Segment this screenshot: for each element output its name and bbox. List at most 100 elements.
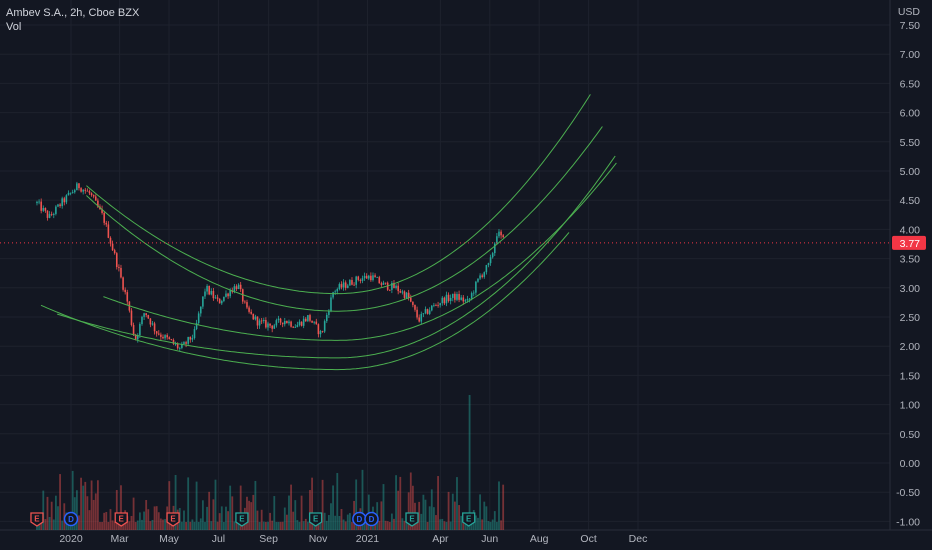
candle-body (437, 305, 439, 306)
candle-body (321, 331, 324, 332)
volume-bar (38, 521, 40, 530)
earnings-marker-letter: E (239, 515, 245, 524)
earnings-marker-icon[interactable]: E (166, 512, 180, 527)
candle-body (174, 343, 177, 345)
channel-line[interactable] (57, 155, 616, 359)
x-tick-label: Aug (530, 533, 549, 545)
channel-line[interactable] (40, 232, 570, 371)
channel-lines[interactable] (40, 94, 617, 371)
volume-bar (155, 506, 158, 530)
volume-bar (59, 474, 61, 530)
candle-body (464, 300, 467, 302)
volume-bar (147, 509, 150, 530)
candle-body (76, 183, 78, 191)
earnings-marker-letter: E (119, 515, 125, 524)
candle-body (426, 309, 429, 314)
candle-body (277, 318, 280, 321)
x-tick-label: 2021 (356, 533, 380, 545)
volume-bar (323, 512, 326, 530)
y-tick-label: 4.00 (900, 224, 921, 236)
candle-body (38, 201, 40, 203)
dividend-marker-letter: D (356, 515, 362, 524)
earnings-marker-icon[interactable]: E (30, 512, 44, 527)
x-tick-label: Sep (259, 533, 278, 545)
candle-body (208, 285, 210, 295)
earnings-marker-icon[interactable]: E (114, 512, 128, 527)
candle-body (214, 297, 217, 299)
x-tick-label: Jul (212, 533, 225, 545)
candle-body (325, 314, 328, 322)
x-axis[interactable]: 2020 Mar May Jul Sep Nov 2021 Apr Jun Aug Oct Dec (59, 533, 647, 545)
candle-body (122, 277, 124, 290)
volume-bar (128, 521, 131, 530)
candle-body (309, 315, 311, 321)
dividend-marker-icon[interactable]: D (63, 511, 79, 527)
candle-body (424, 309, 427, 314)
candle-body (491, 253, 494, 258)
earnings-marker-icon[interactable]: E (405, 512, 419, 527)
y-tick-label: 5.50 (900, 137, 921, 149)
volume-bar (50, 501, 53, 530)
earnings-marker-icon[interactable]: E (462, 512, 476, 527)
candle-body (485, 265, 488, 273)
candle-body (248, 307, 250, 312)
volume-bar (449, 521, 452, 530)
earnings-marker-letter: E (313, 515, 319, 524)
volume-bar (61, 520, 64, 530)
candle-body (229, 290, 231, 297)
candle-body (82, 189, 84, 192)
volume-bar (292, 511, 295, 530)
volume-bar (498, 481, 500, 530)
candle-body (384, 282, 387, 284)
candle-body (168, 337, 171, 340)
candle-body (141, 316, 143, 325)
dividend-marker-icon[interactable]: D (352, 511, 367, 527)
channel-line[interactable] (86, 126, 603, 312)
candle-body (195, 323, 198, 330)
volume-bar (206, 506, 208, 530)
candle-body (86, 190, 89, 192)
volume-bar (153, 506, 156, 530)
candle-body (218, 298, 221, 304)
volume-bar (487, 521, 490, 530)
candle-body (59, 204, 61, 207)
volume-bar (120, 485, 122, 530)
volume-bar (378, 520, 381, 530)
dividend-marker-icon[interactable]: D (364, 511, 379, 527)
volume-bar (233, 521, 236, 530)
volume-bar (395, 475, 397, 530)
y-axis[interactable]: 7.50 7.00 6.50 6.00 5.50 5.00 4.50 4.00 3.50 3.00… (896, 20, 920, 528)
candle-body (359, 279, 362, 281)
earnings-marker-icon[interactable]: E (308, 512, 323, 527)
volume-bar (447, 491, 450, 530)
volume-label[interactable]: Vol (6, 21, 22, 33)
volume-bar (208, 491, 211, 530)
channel-line[interactable] (86, 94, 591, 295)
candle-body (246, 302, 248, 308)
candle-body (412, 301, 414, 305)
candle-body (113, 250, 116, 254)
earnings-marker-icon[interactable]: E (235, 512, 249, 527)
candle-body (147, 315, 150, 319)
candle-body (288, 321, 290, 324)
channel-line[interactable] (103, 162, 617, 341)
volume-bar (84, 481, 87, 530)
volume-bar (275, 522, 278, 530)
y-tick-label: 7.00 (900, 49, 921, 61)
candle-body (462, 297, 465, 302)
candle-body (124, 289, 126, 293)
volume-bar (130, 515, 133, 530)
candle-body (391, 283, 393, 290)
dividend-marker-shape (63, 511, 79, 527)
volume-bar (386, 521, 389, 530)
volume-bar (151, 519, 154, 530)
symbol-title[interactable]: Ambev S.A., 2h, Cboe BZX (6, 7, 140, 19)
candle-body (267, 323, 269, 328)
volume-bar (269, 512, 271, 530)
y-tick-label: -1.00 (896, 516, 920, 528)
candle-body (466, 298, 469, 301)
earnings-marker-letter: E (409, 515, 415, 524)
volume-bar (239, 485, 242, 530)
